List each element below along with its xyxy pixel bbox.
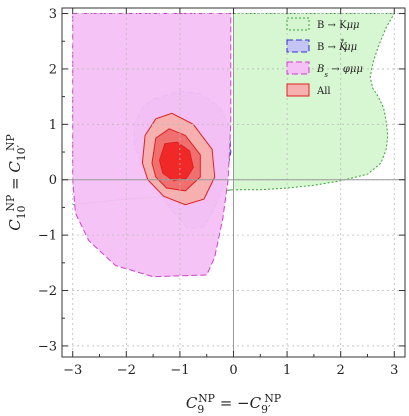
x-tick-label: 0 — [229, 363, 237, 378]
x-tick-label: 2 — [337, 363, 345, 378]
y-tick-label: −3 — [38, 339, 57, 354]
legend-swatch-2 — [286, 61, 310, 75]
x-axis-title: C9NP = −C9′NP — [186, 392, 281, 416]
legend-label-2: Bs → φμμ — [316, 64, 363, 79]
legend: B → Kμμ B → K*μμ Bs → φμμ All — [286, 17, 363, 97]
legend-swatch-3 — [286, 83, 310, 97]
x-tick-label: −3 — [63, 363, 82, 378]
legend-label-0: B → Kμμ — [317, 20, 360, 31]
y-tick-label: 3 — [49, 7, 57, 22]
region-series-3-level-2 — [158, 141, 194, 182]
legend-swatch-0 — [286, 17, 310, 31]
legend-swatch-1 — [286, 39, 310, 53]
legend-label-3: All — [316, 86, 331, 97]
zero-lines — [62, 8, 405, 357]
x-tick-label: 1 — [283, 363, 291, 378]
legend-label-1: B → K*μμ — [317, 37, 357, 53]
y-axis-title: C10NP = C10′NP — [4, 134, 28, 230]
x-tick-label: −2 — [117, 363, 136, 378]
y-tick-label: −1 — [38, 229, 57, 244]
ticks-layer: −3 −2 −1 0 1 2 3 −3 −2 −1 0 1 2 3 — [38, 7, 405, 378]
y-tick-label: 0 — [49, 173, 57, 188]
regions-layer — [72, 13, 396, 278]
y-tick-label: −2 — [38, 284, 57, 299]
x-tick-label: −1 — [170, 363, 189, 378]
x-tick-label: 3 — [390, 363, 398, 378]
y-tick-label: 1 — [49, 118, 57, 133]
y-tick-label: 2 — [49, 62, 57, 77]
